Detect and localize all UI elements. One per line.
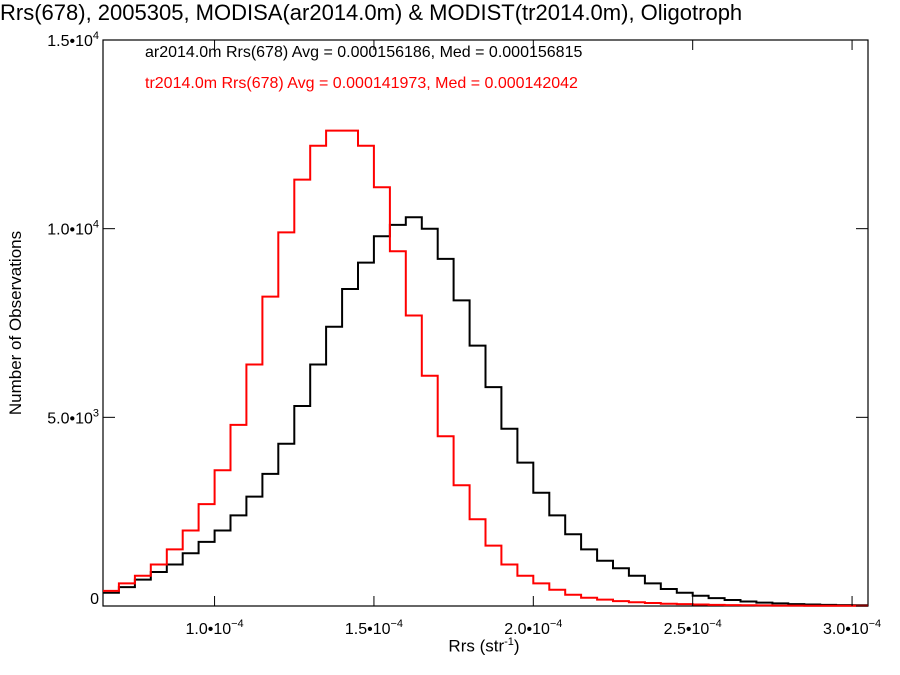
legend-entry-tr2014: tr2014.0m Rrs(678) Avg = 0.000141973, Me… — [145, 75, 578, 92]
x-tick-label-2: 2.0•10−4 — [504, 618, 562, 638]
x-tick-label-0: 1.0•10−4 — [185, 618, 243, 638]
x-axis-label: Rrs (str-1) — [448, 636, 519, 657]
x-axis-label-text: Rrs (str — [448, 636, 505, 656]
x-axis-label-suffix: ) — [513, 636, 520, 656]
chart-title: Rrs(678), 2005305, MODISA(ar2014.0m) & M… — [0, 0, 743, 25]
series-line-1 — [103, 129, 868, 607]
series-line-0 — [103, 216, 868, 607]
y-tick-label-0: 0 — [90, 591, 99, 608]
x-tick-label-1: 1.5•10−4 — [345, 618, 403, 638]
x-tick-label-3: 2.5•10−4 — [664, 618, 722, 638]
y-tick-label-1: 5.0•103 — [47, 407, 99, 427]
legend-entry-ar2014: ar2014.0m Rrs(678) Avg = 0.000156186, Me… — [145, 44, 583, 61]
x-tick-label-4: 3.0•10−4 — [823, 618, 881, 638]
y-tick-label-2: 1.0•104 — [47, 219, 99, 239]
plot-frame — [102, 39, 869, 607]
y-tick-label-3: 1.5•104 — [47, 30, 99, 50]
x-axis-label-sup: -1 — [504, 636, 514, 648]
